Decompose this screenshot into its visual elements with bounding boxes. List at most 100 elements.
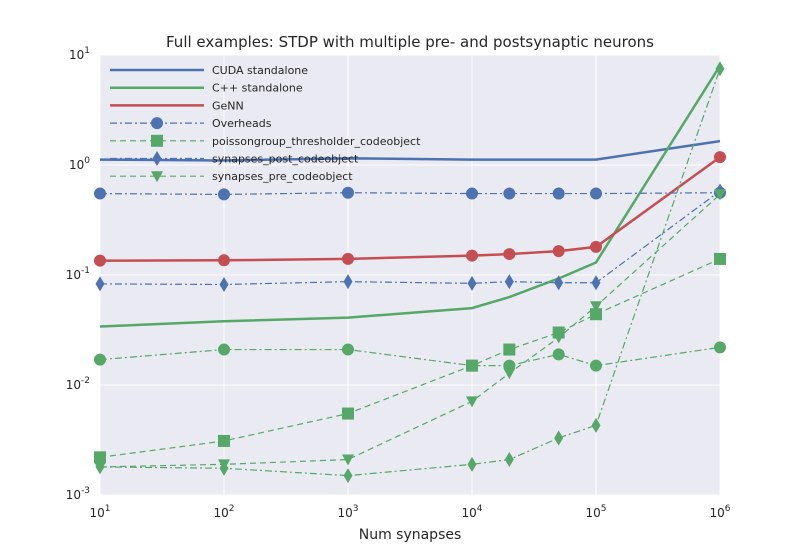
data-point [503,343,516,356]
data-point [218,188,230,201]
data-point [219,460,229,476]
data-point [94,254,106,267]
legend-entry: CUDA standalone [110,64,308,77]
data-point [504,274,514,290]
legend-label: synapses_pre_codeobject [212,170,353,183]
x-tick-label: 101 [89,504,110,520]
data-point [466,187,478,200]
series-line [99,64,722,328]
x-tick-label: 105 [585,504,606,520]
data-point [94,353,106,366]
data-point [503,187,516,200]
data-point [218,434,230,447]
x-tick-exponent: 1 [105,504,111,514]
data-point [590,301,602,313]
data-point [590,308,602,321]
data-point [714,252,726,265]
x-tick-label: 103 [337,504,358,520]
x-tick-exponent: 3 [353,504,359,514]
data-point [342,186,354,199]
legend-label: Overheads [212,117,272,130]
data-point [590,187,602,200]
data-point [591,417,601,433]
y-tick-exponent: -3 [81,486,90,496]
legend-entry: C++ standalone [110,82,303,95]
data-point [714,151,726,164]
data-point [218,254,230,267]
x-tick-label: 106 [709,504,730,520]
data-point [552,348,565,361]
series-layer [94,61,726,484]
data-point [94,187,106,200]
series-line [99,156,721,262]
legend-entry: synapses_pre_codeobject [110,170,353,183]
data-point [343,274,353,290]
data-point [342,407,354,420]
x-tick-exponent: 2 [229,504,235,514]
data-point [714,189,726,201]
data-point [504,452,514,468]
data-point [466,249,478,262]
data-point [552,187,565,200]
series-line [99,346,721,367]
legend-marker [151,171,163,183]
legend-marker [151,117,163,130]
x-tick-base: 10 [461,506,476,520]
x-tick-exponent: 6 [725,504,731,514]
legend-label: synapses_post_codeobject [212,153,359,166]
data-point [554,275,564,291]
y-tick-base: 10 [69,158,84,172]
series-line [99,193,721,468]
data-point [554,430,564,446]
legend-label: C++ standalone [212,82,303,95]
data-point [218,343,230,356]
x-tick-base: 10 [585,506,600,520]
data-point [591,275,601,291]
y-tick-label: 10-3 [66,486,90,502]
x-tick-base: 10 [709,506,724,520]
x-tick-exponent: 5 [601,504,607,514]
y-tick-label: 10-1 [66,266,90,282]
legend-marker [152,151,162,166]
series-line [99,192,721,196]
y-tick-label: 101 [69,46,90,62]
data-point [95,276,105,292]
y-tick-exponent: -1 [81,266,90,276]
y-tick-exponent: 0 [84,156,90,166]
legend: CUDA standalone C++ standalone GeNN Overhea… [110,64,421,183]
data-point [466,359,478,372]
data-point [219,276,229,292]
x-tick-base: 10 [213,506,228,520]
series-c-standalone [99,64,722,328]
x-tick-exponent: 4 [477,504,483,514]
data-point [343,468,353,484]
data-point [552,332,565,344]
series-line [99,258,721,458]
legend-label: GeNN [212,99,244,112]
data-point [552,245,565,258]
series-line [99,190,721,286]
y-tick-exponent: -2 [81,376,90,386]
data-point [714,341,726,354]
x-tick-label: 104 [461,504,482,520]
data-point [342,343,354,356]
legend-marker [151,134,163,147]
y-tick-label: 100 [69,156,90,172]
data-point [503,368,516,380]
y-tick-base: 10 [66,268,81,282]
y-tick-base: 10 [66,488,81,502]
legend-label: poissongroup_thresholder_codeobject [212,135,421,148]
data-point [503,359,516,372]
legend-entry: poissongroup_thresholder_codeobject [110,134,421,148]
data-point [590,359,602,372]
legend-entry: GeNN [110,99,244,112]
x-axis-ticks: 101 102 103 104 105 106 [89,504,730,520]
x-tick-base: 10 [89,506,104,520]
legend-label: CUDA standalone [212,64,308,77]
series-line [99,139,721,162]
data-point [466,396,478,408]
chart-title: Full examples: STDP with multiple pre- a… [166,33,654,51]
legend-entry: synapses_post_codeobject [110,151,359,166]
